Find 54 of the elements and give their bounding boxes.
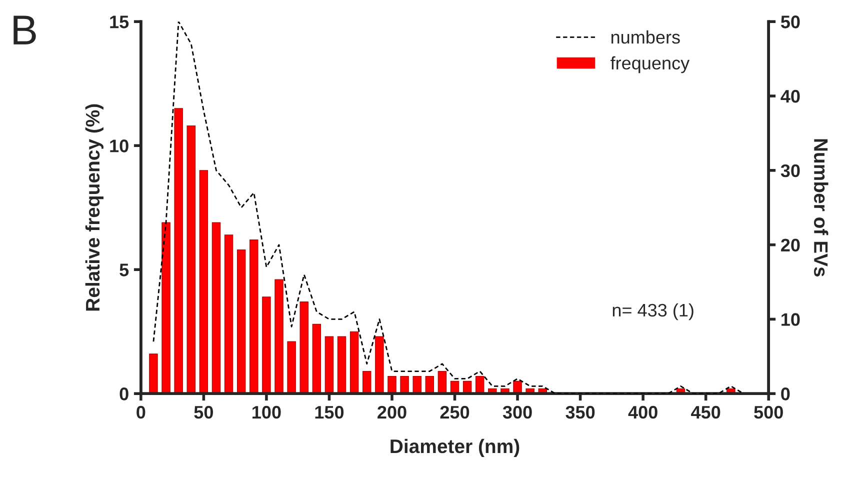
bar <box>199 170 208 394</box>
bar <box>236 249 246 394</box>
x-tick-label: 300 <box>502 406 532 419</box>
y-tick-label: 15 <box>110 16 129 28</box>
y-axis-title: Relative frequency (%) <box>85 104 104 311</box>
bar <box>300 302 308 394</box>
bar <box>250 240 258 394</box>
bar <box>337 336 346 394</box>
bar <box>362 371 372 394</box>
x-tick-label: 450 <box>691 406 720 419</box>
x-tick-label: 200 <box>378 406 406 419</box>
bar <box>438 371 447 394</box>
bar <box>174 108 183 394</box>
bar <box>350 331 359 394</box>
x-tick-label: 350 <box>566 406 595 419</box>
y-tick-label: 10 <box>110 140 128 152</box>
x-tick-label: 50 <box>194 406 213 419</box>
bar <box>476 376 484 394</box>
bar <box>312 324 322 394</box>
annotation: n= 433 (1) <box>612 303 694 320</box>
bar <box>375 336 384 394</box>
bar <box>400 376 409 394</box>
y2-tick-label: 10 <box>782 313 800 326</box>
y2-axis-title: Number of EVs <box>814 139 828 276</box>
bar <box>412 376 422 394</box>
bar <box>224 234 234 394</box>
bar <box>388 376 396 394</box>
legend-label: frequency <box>610 56 690 74</box>
text: B <box>14 16 36 44</box>
bar <box>274 279 284 394</box>
bar <box>149 354 158 394</box>
line-series <box>152 22 744 394</box>
x-tick-label: 100 <box>252 406 281 419</box>
bar <box>162 222 170 394</box>
y2-tick-label: 50 <box>780 16 800 28</box>
legend-label: numbers <box>611 30 680 44</box>
y-tick-label: 0 <box>120 388 128 400</box>
x-axis-title: Diameter (nm) <box>390 438 520 458</box>
y2-tick-label: 30 <box>780 164 800 178</box>
bar <box>262 296 271 394</box>
x-tick-label: 500 <box>754 406 783 419</box>
y2-tick-label: 20 <box>781 238 800 252</box>
x-tick-label: 250 <box>440 406 470 419</box>
x-tick-label: 400 <box>628 406 658 419</box>
y2-tick-label: 0 <box>781 388 790 400</box>
bar <box>212 222 221 394</box>
y2-tick-label: 40 <box>780 90 800 103</box>
bar <box>287 341 296 394</box>
x-tick-label: 150 <box>315 406 344 419</box>
bar <box>324 336 334 394</box>
x-tick-label: 0 <box>136 406 146 419</box>
y-tick-label: 5 <box>120 264 129 276</box>
bar <box>425 376 434 394</box>
bar <box>186 125 196 394</box>
